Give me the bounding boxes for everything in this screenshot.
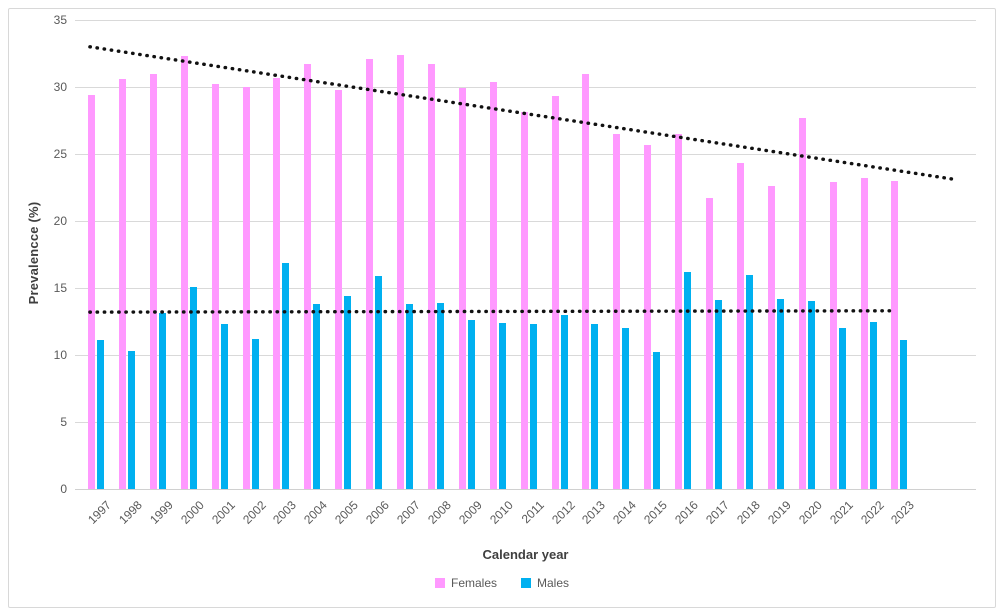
bar-males-2001 — [220, 324, 228, 489]
bar-males-2020 — [807, 301, 815, 489]
bar-males-2002 — [251, 338, 259, 489]
bar-males-2018 — [745, 274, 753, 489]
bar-males-2007 — [406, 304, 413, 489]
y-tick-label-20: 20 — [53, 214, 67, 228]
bar-females-1998 — [118, 78, 126, 489]
legend: Females Males — [0, 576, 1004, 590]
males-swatch-icon — [521, 578, 531, 588]
bar-females-2011 — [520, 112, 528, 489]
bar-females-2013 — [582, 73, 590, 489]
bar-females-2023 — [891, 180, 899, 489]
y-tick-label-0: 0 — [60, 482, 67, 496]
bar-females-2021 — [829, 182, 837, 489]
bar-males-2011 — [529, 324, 537, 489]
bar-females-2020 — [798, 117, 806, 489]
bar-females-2004 — [304, 64, 312, 489]
bar-males-2004 — [313, 304, 321, 489]
bar-males-2009 — [467, 320, 475, 489]
bar-males-2014 — [622, 328, 630, 489]
bar-males-2006 — [375, 275, 383, 489]
y-tick-label-10: 10 — [53, 348, 67, 362]
x-axis-title: Calendar year — [482, 547, 569, 562]
females-swatch-icon — [434, 578, 445, 588]
legend-item-females: Females — [434, 576, 497, 590]
bar-males-2021 — [838, 328, 846, 489]
bar-females-2017 — [706, 198, 713, 489]
bar-females-2010 — [489, 81, 497, 489]
bar-males-2016 — [684, 271, 692, 489]
bar-males-2019 — [776, 298, 784, 489]
bar-females-2012 — [551, 96, 559, 489]
bar-males-1999 — [158, 313, 166, 489]
bar-males-1998 — [127, 350, 135, 489]
bar-males-2017 — [715, 300, 722, 489]
bar-males-2003 — [282, 262, 290, 489]
legend-label-males: Males — [537, 576, 570, 590]
bar-males-2008 — [436, 302, 444, 489]
bar-females-2000 — [180, 56, 188, 489]
bar-females-2005 — [335, 89, 343, 489]
gridline-y-35 — [75, 20, 976, 21]
y-tick-label-5: 5 — [60, 415, 67, 429]
bar-males-2012 — [560, 314, 568, 489]
bar-males-2015 — [653, 352, 661, 489]
bar-males-2000 — [189, 286, 197, 489]
y-tick-label-35: 35 — [53, 13, 67, 27]
bar-females-2015 — [644, 144, 652, 489]
bar-females-2018 — [736, 163, 744, 489]
bar-females-2009 — [458, 88, 466, 489]
bar-females-2016 — [675, 133, 683, 489]
bar-females-2001 — [211, 84, 219, 489]
bar-females-2007 — [397, 54, 404, 489]
bar-males-2023 — [900, 340, 908, 489]
bar-males-2010 — [498, 322, 506, 489]
bar-males-2013 — [591, 324, 599, 489]
bar-females-2019 — [767, 186, 775, 489]
bar-males-2022 — [869, 321, 877, 489]
plot-area: 0 5 10 15 20 25 30 35 1997 1998 1999 2000 2001 2002 20… — [54, 13, 976, 527]
trendline-females — [88, 45, 957, 182]
y-axis-title: Prevalencce (%) — [26, 201, 41, 305]
bar-males-1997 — [97, 340, 104, 489]
legend-label-females: Females — [450, 576, 497, 590]
bar-females-2002 — [242, 87, 250, 489]
bar-females-2006 — [366, 58, 374, 489]
y-tick-label-30: 30 — [53, 80, 67, 94]
gridline-y-0 — [75, 489, 976, 490]
trendline-males — [88, 309, 896, 314]
bar-females-2008 — [427, 64, 435, 489]
y-tick-label-15: 15 — [53, 281, 67, 295]
gridline-y-30 — [75, 87, 976, 88]
bar-females-2022 — [860, 178, 868, 489]
bar-females-2003 — [273, 77, 281, 489]
bar-males-2005 — [344, 296, 352, 489]
bar-females-1997 — [88, 95, 95, 489]
legend-item-males: Males — [521, 576, 569, 590]
bar-females-1999 — [149, 73, 157, 489]
y-tick-label-25: 25 — [53, 147, 67, 161]
